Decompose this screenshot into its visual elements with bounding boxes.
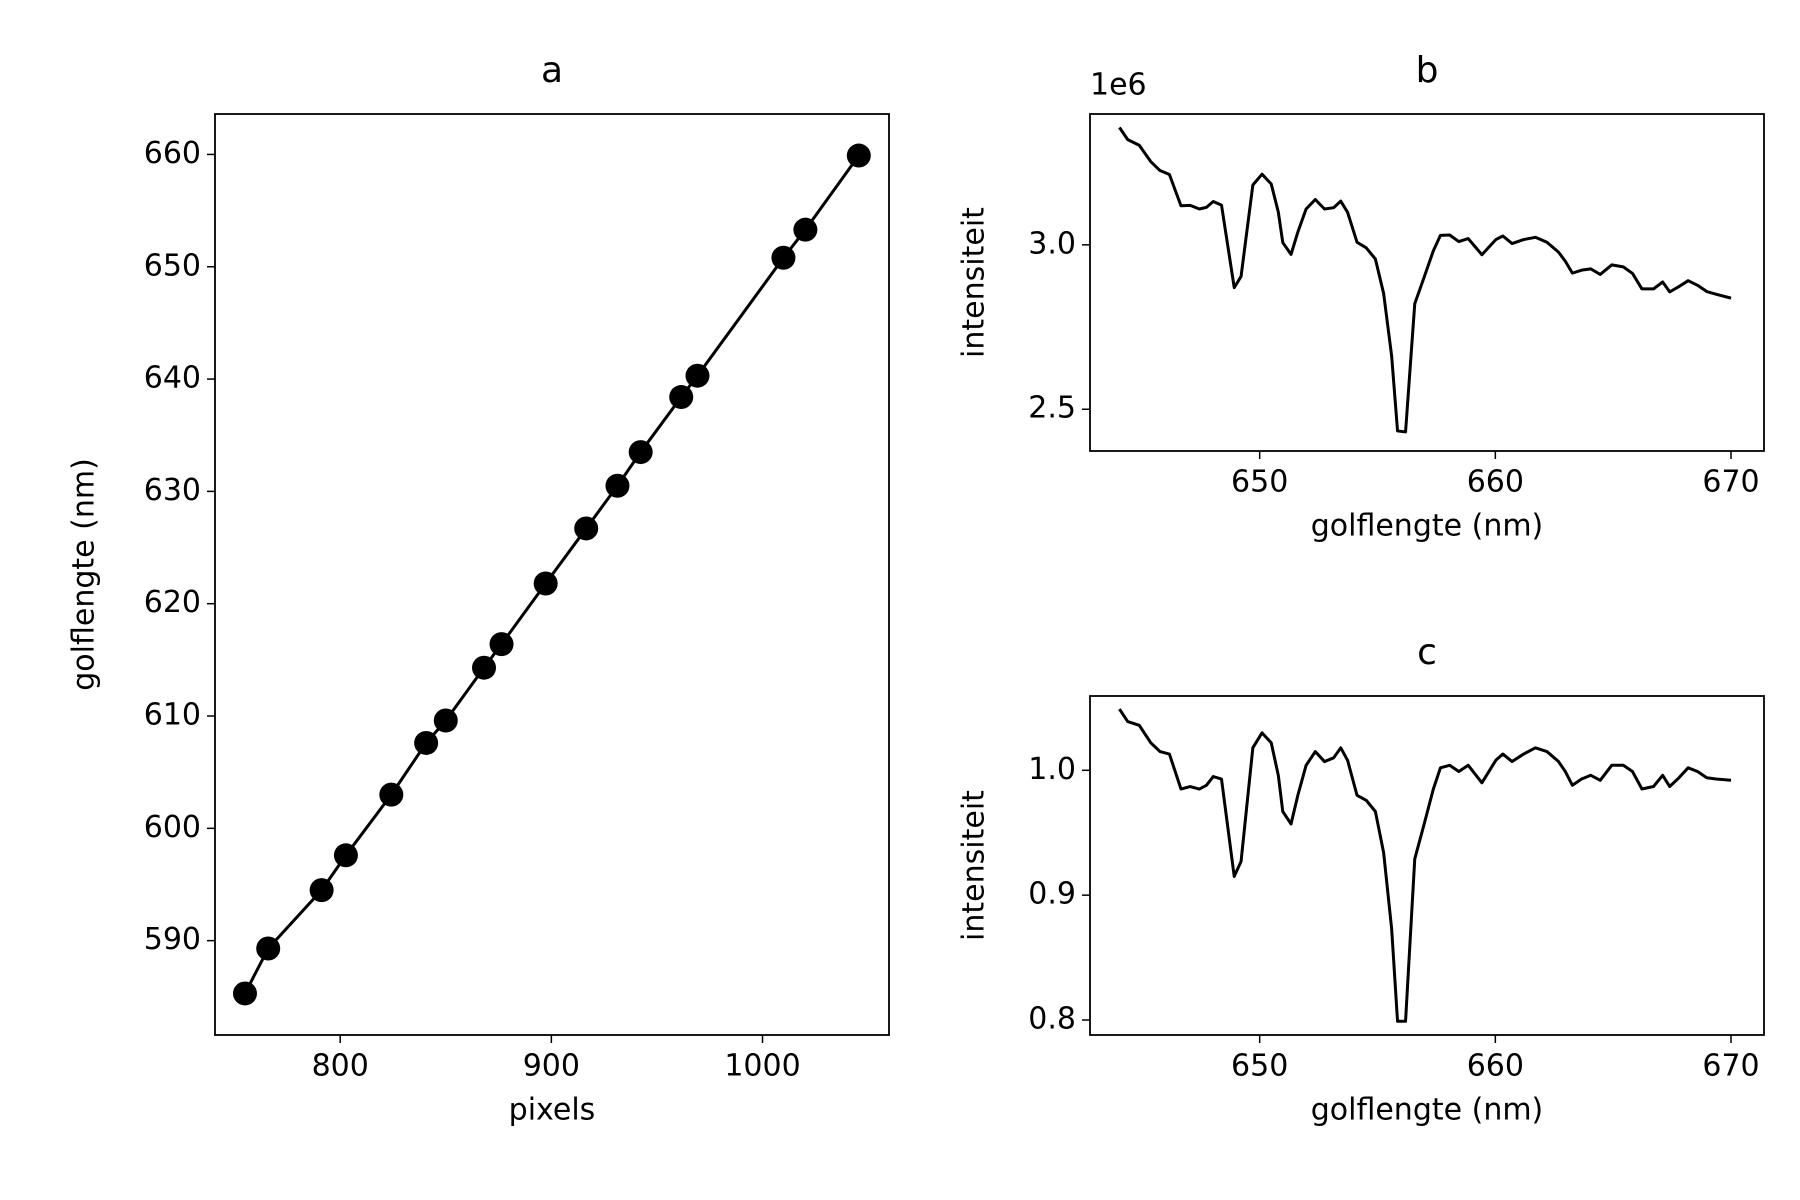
data-point	[846, 143, 871, 168]
y-tick-label: 600	[144, 810, 201, 845]
y-tick-label: 650	[144, 248, 201, 283]
y-tick-label: 3.0	[1028, 226, 1076, 261]
x-tick-label: 650	[1231, 465, 1288, 500]
y-axis-label: intensiteit	[957, 790, 992, 941]
chart-title: a	[541, 50, 563, 91]
y-tick-label: 660	[144, 136, 201, 171]
y-tick-label: 620	[144, 585, 201, 620]
x-tick-label: 660	[1467, 1049, 1524, 1084]
y-axis-label: golflengte (nm)	[67, 458, 102, 691]
data-point	[414, 730, 439, 755]
x-tick-label: 650	[1231, 1049, 1288, 1084]
x-axis-label: pixels	[509, 1093, 596, 1128]
plot-frame	[1089, 695, 1765, 1036]
y-tick-label: 2.5	[1028, 391, 1076, 426]
data-point	[685, 363, 710, 388]
data-point	[333, 843, 358, 868]
x-tick-label: 670	[1702, 465, 1759, 500]
y-tick-label: 0.9	[1028, 877, 1076, 912]
x-tick-label: 660	[1467, 465, 1524, 500]
x-axis-label: golflengte (nm)	[1311, 509, 1544, 544]
data-point	[771, 245, 796, 270]
data-line	[1118, 708, 1732, 1023]
y-tick-label: 0.8	[1028, 1002, 1076, 1037]
data-point	[379, 782, 404, 807]
chart-title: c	[1417, 632, 1437, 673]
y-tick-label: 610	[144, 698, 201, 733]
data-point	[793, 217, 818, 242]
data-point	[628, 440, 653, 465]
plot-frame	[1089, 113, 1765, 452]
data-point	[256, 936, 281, 961]
offset-label: 1e6	[1090, 68, 1147, 103]
plot-frame	[214, 113, 890, 1036]
data-point	[309, 878, 334, 903]
x-tick-label: 800	[312, 1049, 369, 1084]
x-tick-label: 670	[1702, 1049, 1759, 1084]
y-tick-label: 640	[144, 361, 201, 396]
data-point	[433, 708, 458, 733]
y-tick-label: 590	[144, 922, 201, 957]
data-point	[232, 981, 257, 1006]
data-point	[669, 385, 694, 410]
x-tick-label: 900	[523, 1049, 580, 1084]
data-point	[605, 473, 630, 498]
x-tick-label: 1000	[724, 1049, 800, 1084]
y-axis-label: intensiteit	[957, 207, 992, 358]
data-point	[533, 571, 558, 596]
data-point	[489, 632, 514, 657]
y-tick-label: 1.0	[1028, 752, 1076, 787]
y-tick-label: 630	[144, 473, 201, 508]
data-point	[574, 516, 599, 541]
data-point	[472, 655, 497, 680]
x-axis-label: golflengte (nm)	[1311, 1093, 1544, 1128]
chart-title: b	[1416, 50, 1439, 91]
data-line	[1118, 126, 1732, 434]
